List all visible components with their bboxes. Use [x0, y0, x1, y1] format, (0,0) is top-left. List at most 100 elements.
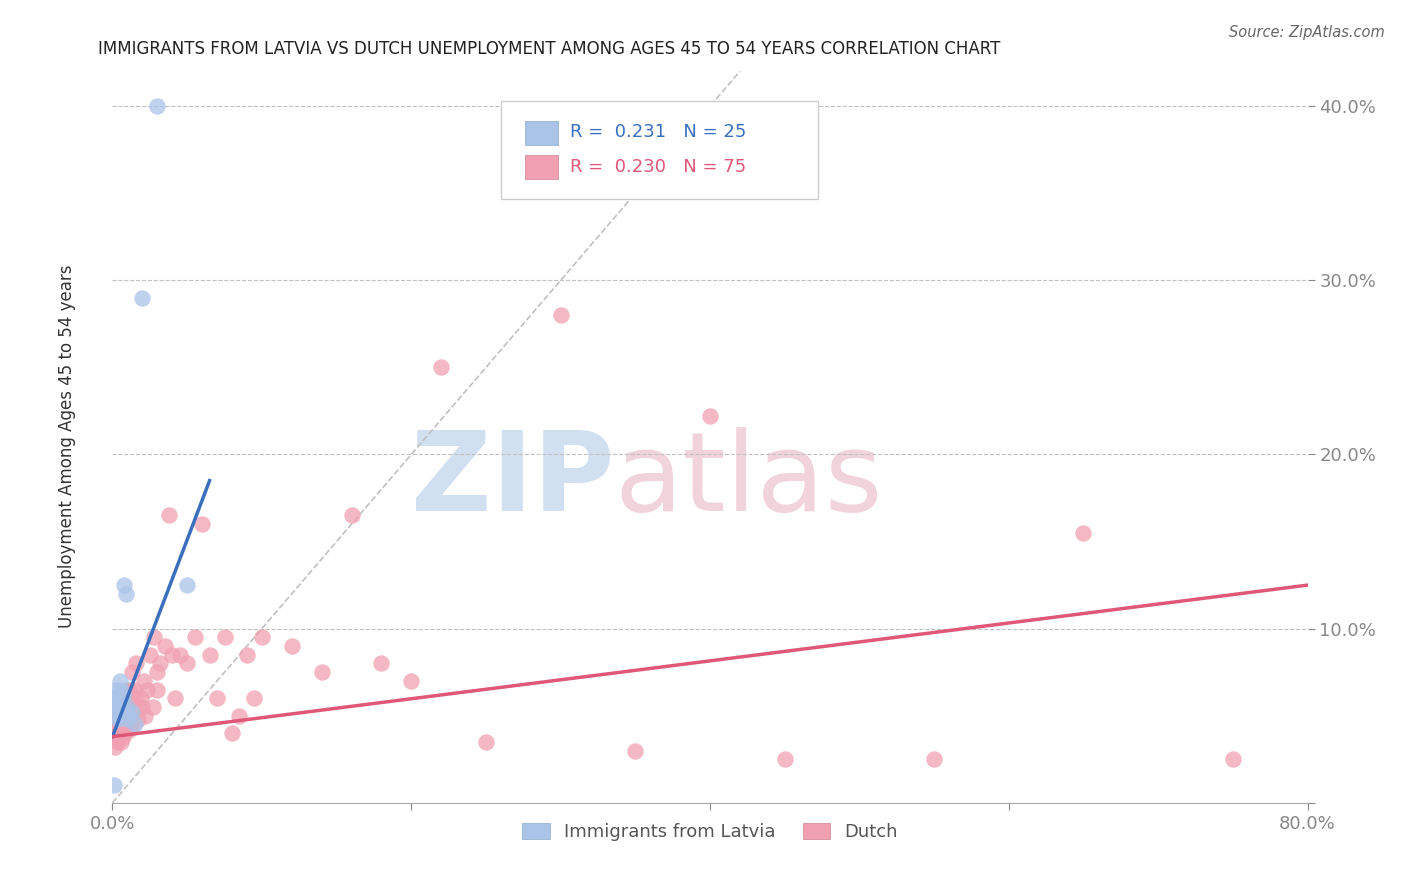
Point [124, 691, 146, 706]
Point [122, 717, 145, 731]
Point [250, 631, 273, 645]
Point [165, 691, 187, 706]
Point [146, 682, 169, 697]
Point [120, 682, 142, 697]
Point [132, 673, 155, 688]
Point [111, 730, 134, 744]
Point [114, 712, 135, 726]
Point [104, 712, 127, 726]
Point [142, 700, 165, 714]
Point [115, 705, 138, 719]
Point [103, 708, 125, 723]
Text: atlas: atlas [614, 427, 883, 534]
Point [103, 723, 125, 737]
Point [108, 700, 131, 714]
Point [107, 723, 129, 737]
Point [191, 517, 214, 532]
Point [198, 648, 221, 662]
Point [146, 665, 169, 680]
Point [104, 740, 127, 755]
Point [120, 691, 142, 706]
Point [110, 700, 132, 714]
Point [370, 657, 392, 671]
Point [117, 695, 139, 709]
Point [221, 726, 243, 740]
Point [143, 631, 166, 645]
Point [104, 682, 127, 697]
Text: ZIP: ZIP [411, 427, 614, 534]
Point [124, 682, 146, 697]
Point [149, 657, 172, 671]
Point [183, 631, 205, 645]
Point [125, 657, 148, 671]
Point [117, 682, 139, 697]
Point [107, 705, 129, 719]
Point [1073, 525, 1095, 540]
Text: Source: ZipAtlas.com: Source: ZipAtlas.com [1229, 25, 1385, 40]
Point [169, 648, 191, 662]
Text: Unemployment Among Ages 45 to 54 years: Unemployment Among Ages 45 to 54 years [59, 264, 76, 628]
Point [110, 723, 132, 737]
Point [105, 708, 128, 723]
Point [340, 508, 363, 523]
Point [114, 578, 135, 592]
Point [281, 639, 304, 653]
Point [108, 682, 131, 697]
Point [111, 686, 134, 700]
Point [176, 657, 198, 671]
Text: IMMIGRANTS FROM LATVIA VS DUTCH UNEMPLOYMENT AMONG AGES 45 TO 54 YEARS CORRELATI: IMMIGRANTS FROM LATVIA VS DUTCH UNEMPLOY… [98, 40, 1001, 58]
Point [134, 708, 156, 723]
Point [105, 700, 128, 714]
Point [311, 665, 333, 680]
Point [401, 673, 423, 688]
Point [104, 730, 127, 744]
Point [129, 691, 152, 706]
Point [110, 735, 132, 749]
Point [115, 587, 138, 601]
Point [214, 631, 236, 645]
Point [922, 752, 945, 766]
Point [1222, 752, 1244, 766]
Point [111, 691, 134, 706]
Point [228, 708, 250, 723]
Point [111, 700, 134, 714]
Point [146, 99, 169, 113]
Point [103, 700, 125, 714]
Legend: Immigrants from Latvia, Dutch: Immigrants from Latvia, Dutch [515, 816, 905, 848]
Text: R =  0.231   N = 25: R = 0.231 N = 25 [571, 123, 747, 141]
Text: R =  0.230   N = 75: R = 0.230 N = 75 [571, 158, 747, 177]
Point [699, 409, 721, 424]
Point [205, 691, 228, 706]
Point [105, 735, 128, 749]
Point [176, 578, 198, 592]
Point [131, 291, 153, 305]
Point [105, 691, 128, 706]
Point [117, 717, 139, 731]
Point [475, 735, 498, 749]
Point [105, 726, 128, 740]
Point [121, 665, 143, 680]
Point [118, 708, 141, 723]
Point [624, 743, 647, 757]
Point [117, 712, 139, 726]
Point [157, 508, 180, 523]
Point [105, 717, 128, 731]
Point [108, 673, 131, 688]
Point [121, 700, 143, 714]
Point [236, 648, 259, 662]
Point [107, 712, 129, 726]
Point [131, 700, 153, 714]
Point [107, 730, 129, 744]
Point [117, 700, 139, 714]
Point [104, 691, 127, 706]
Point [135, 682, 157, 697]
FancyBboxPatch shape [524, 121, 558, 145]
Point [153, 639, 176, 653]
Point [243, 691, 266, 706]
Point [103, 778, 125, 792]
Point [110, 695, 132, 709]
Point [127, 712, 149, 726]
FancyBboxPatch shape [524, 155, 558, 179]
Point [430, 360, 453, 375]
Point [550, 308, 572, 322]
